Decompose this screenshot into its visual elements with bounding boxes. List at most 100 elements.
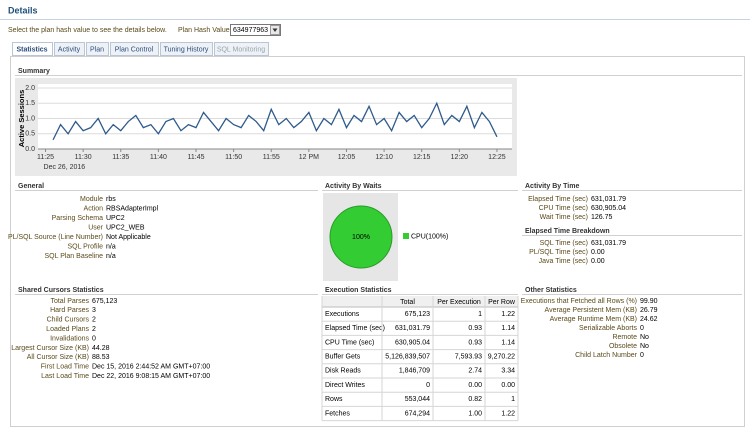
- field-value: 0.00: [591, 249, 605, 256]
- field-label: Action: [84, 205, 104, 212]
- field-value: 0.00: [591, 258, 605, 265]
- tab[interactable]: [110, 42, 159, 56]
- series-line: [52, 101, 498, 141]
- section-title: Summary: [18, 68, 50, 75]
- x-tick-label: 11:50: [225, 154, 242, 161]
- cell-value: 1,846,709: [399, 368, 430, 375]
- cell-value: 7,593.93: [455, 354, 482, 361]
- field-label: Executions that Fetched all Rows (%): [521, 298, 637, 305]
- tab-label: SQL Monitoring: [217, 46, 265, 53]
- section-title: Execution Statistics: [325, 287, 392, 294]
- field-value: 630,905.04: [591, 205, 626, 212]
- field-value: RBSAdapterImpl: [106, 205, 159, 212]
- x-tick-label: 12:05: [338, 154, 356, 161]
- field-value: 24.62: [640, 316, 658, 323]
- cell-value: 3.34: [501, 368, 515, 375]
- column-header: Total: [400, 299, 415, 306]
- row-label: Disk Reads: [325, 368, 361, 375]
- row-label: Rows: [325, 396, 343, 403]
- cell-value: 5,126,839,507: [385, 354, 430, 361]
- field-value: 2: [92, 326, 96, 333]
- row-label: Elapsed Time (sec): [325, 325, 385, 332]
- tab[interactable]: [12, 42, 53, 56]
- section-title: Activity By Waits: [325, 183, 382, 190]
- field-value: rbs: [106, 196, 116, 203]
- tab[interactable]: [214, 42, 269, 56]
- field-label: Invalidations: [50, 335, 89, 342]
- field-label: Largest Cursor Size (KB): [11, 345, 89, 352]
- plan-hash-select[interactable]: [230, 24, 281, 36]
- section-title: General: [18, 183, 44, 190]
- field-label: SQL Plan Baseline: [45, 253, 104, 260]
- section-title: Elapsed Time Breakdown: [525, 228, 610, 235]
- field-label: Loaded Plans: [46, 326, 89, 333]
- field-value: 99.90: [640, 298, 658, 305]
- cell-value: 0.82: [468, 396, 482, 403]
- tab-label: Plan: [90, 46, 104, 53]
- field-label: CPU Time (sec): [539, 205, 588, 212]
- y-tick-label: 2.0: [25, 85, 35, 92]
- tab-label: Tuning History: [164, 46, 209, 53]
- cell-value: 0: [426, 382, 430, 389]
- field-label: Serializable Aborts: [579, 325, 637, 332]
- field-value: Not Applicable: [106, 234, 151, 241]
- field-label: Hard Parses: [50, 307, 89, 314]
- field-value: 675,123: [92, 298, 117, 305]
- field-value: 0: [92, 335, 96, 342]
- x-tick-label: 11:35: [112, 154, 129, 161]
- field-label: Obsolete: [609, 343, 637, 350]
- cell-value: 1.14: [501, 339, 515, 346]
- column-header: Per Execution: [437, 299, 481, 306]
- row-label: Fetches: [325, 410, 350, 417]
- field-label: Total Parses: [50, 298, 89, 305]
- row-label: Executions: [325, 311, 360, 318]
- field-label: Java Time (sec): [539, 258, 588, 265]
- plan-hash-label: Plan Hash Value: [178, 27, 230, 34]
- field-value: 44.28: [92, 345, 110, 352]
- x-tick-label: 12 PM: [299, 154, 319, 161]
- x-date-label: Dec 26, 2016: [44, 164, 86, 171]
- field-label: Average Runtime Mem (KB): [550, 316, 637, 323]
- field-label: Parsing Schema: [52, 215, 103, 222]
- cell-value: 1: [478, 311, 482, 318]
- field-value: 26.79: [640, 307, 658, 314]
- x-tick-label: 12:15: [413, 154, 431, 161]
- section-title: Other Statistics: [525, 287, 577, 294]
- cell-value: 9,270.22: [488, 354, 515, 361]
- plan-hash-value: 634977963: [233, 27, 268, 34]
- field-label: SQL Time (sec): [540, 240, 588, 247]
- cell-value: 1: [511, 396, 515, 403]
- field-label: PL/SQL Source (Line Number): [8, 234, 103, 241]
- cell-value: 1.22: [501, 311, 515, 318]
- tab[interactable]: [160, 42, 213, 56]
- cell-value: 1.00: [468, 410, 482, 417]
- legend-label: CPU(100%): [411, 233, 448, 240]
- field-value: No: [640, 343, 649, 350]
- field-label: Child Cursors: [47, 317, 90, 324]
- field-label: Child Latch Number: [575, 352, 638, 359]
- tab[interactable]: [86, 42, 109, 56]
- cell-value: 675,123: [405, 311, 430, 318]
- field-label: Wait Time (sec): [540, 214, 588, 221]
- y-axis-title: Active Sessions: [17, 90, 26, 148]
- field-value: No: [640, 334, 649, 341]
- x-tick-label: 11:55: [263, 154, 280, 161]
- y-tick-label: 0.0: [25, 146, 35, 153]
- column-header: Per Row: [488, 299, 516, 306]
- field-label: Elapsed Time (sec): [528, 196, 588, 203]
- field-value: n/a: [106, 253, 116, 260]
- field-value: Dec 15, 2016 2:44:52 AM GMT+07:00: [92, 364, 210, 371]
- tab[interactable]: [54, 42, 85, 56]
- x-tick-label: 12:10: [375, 154, 393, 161]
- section-title: Shared Cursors Statistics: [18, 287, 104, 294]
- cell-value: 674,294: [405, 410, 430, 417]
- field-value: UPC2: [106, 215, 125, 222]
- field-value: 0: [640, 352, 644, 359]
- x-tick-label: 11:40: [150, 154, 167, 161]
- field-value: 0: [640, 325, 644, 332]
- field-label: Average Persistent Mem (KB): [545, 307, 637, 314]
- x-tick-label: 11:45: [188, 154, 205, 161]
- field-label: SQL Profile: [67, 243, 103, 250]
- cell-value: 631,031.79: [395, 325, 430, 332]
- cell-value: 630,905.04: [395, 339, 430, 346]
